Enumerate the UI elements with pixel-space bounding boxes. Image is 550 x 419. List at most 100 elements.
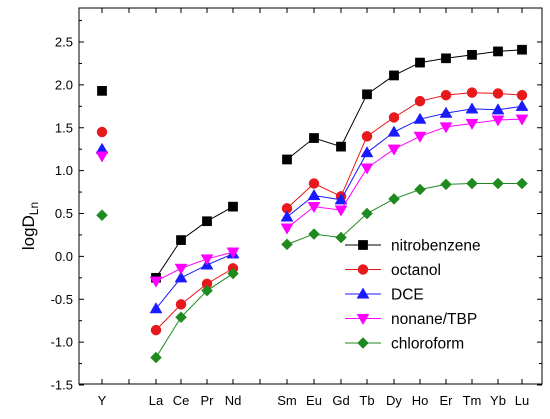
data-point	[440, 178, 452, 191]
data-point	[307, 202, 321, 214]
data-point	[517, 44, 527, 55]
legend-entry: octanol	[345, 262, 441, 279]
data-point	[360, 163, 374, 175]
series-line	[155, 273, 234, 358]
x-tick-label: Tb	[359, 393, 374, 408]
x-tick-label: Tm	[463, 393, 482, 408]
data-point	[282, 154, 292, 165]
data-point	[149, 276, 163, 288]
data-point	[96, 126, 108, 138]
x-tick-label: Sm	[277, 393, 297, 408]
legend-marker	[356, 313, 370, 325]
y-axis-label: logDLn	[19, 202, 41, 250]
data-point	[174, 263, 188, 275]
data-point	[516, 177, 528, 190]
axes: -1.5 -1.0 -0.5 0.0 0.5 1.0 1.5 2.0 2.5 Y La Ce Pr Nd S…	[51, 7, 543, 408]
y-tick-label: -1.5	[51, 378, 73, 393]
data-point	[227, 267, 239, 280]
data-point	[361, 207, 373, 220]
data-point	[388, 193, 400, 205]
x-tick-label: Gd	[332, 393, 349, 408]
data-point	[414, 95, 426, 107]
data-point	[465, 118, 479, 130]
legend-entry: chloroform	[345, 336, 464, 353]
data-point	[176, 235, 186, 245]
data-point	[95, 151, 109, 163]
series-octanol	[96, 87, 528, 336]
data-point	[175, 299, 187, 310]
data-point	[466, 87, 478, 98]
data-point	[149, 302, 163, 314]
x-tick-label: Nd	[225, 393, 242, 408]
data-point	[492, 88, 504, 99]
legend-marker	[356, 287, 370, 299]
data-point	[492, 177, 504, 190]
data-point	[516, 89, 528, 101]
data-point	[360, 146, 374, 158]
series-chloroform	[96, 177, 528, 364]
data-point	[439, 106, 453, 118]
series-line	[155, 267, 234, 331]
data-point	[309, 133, 319, 143]
data-point	[362, 89, 372, 100]
series-line	[155, 253, 234, 309]
data-point	[308, 178, 320, 189]
legend-entry: nonane/TBP	[345, 311, 477, 328]
series-line	[286, 105, 523, 218]
data-point	[334, 193, 348, 205]
data-point	[465, 102, 479, 114]
x-tick-label: Er	[440, 393, 454, 408]
data-point	[491, 103, 505, 115]
data-point	[466, 177, 478, 190]
y-tick-label: 2.0	[55, 77, 73, 92]
data-point	[96, 209, 108, 222]
data-point	[307, 188, 321, 201]
x-tick-label: Eu	[306, 393, 322, 408]
legend-entry: nitrobenzene	[345, 238, 481, 255]
series-line	[286, 49, 523, 160]
y-axis-label-main: logD	[19, 215, 38, 250]
data-point	[388, 112, 400, 123]
data-point	[226, 247, 240, 259]
x-tick-label: Lu	[515, 393, 529, 408]
legend-marker	[358, 240, 368, 250]
data-point	[280, 210, 294, 222]
y-axis-label-subscript: Ln	[27, 202, 41, 215]
data-point	[361, 131, 373, 142]
y-tick-label: 1.0	[55, 163, 73, 178]
data-point	[413, 112, 427, 124]
data-point	[515, 99, 529, 111]
data-point	[97, 86, 107, 96]
x-tick-label: Yb	[490, 393, 506, 408]
y-tick-label: 1.5	[55, 120, 73, 135]
y-tick-label: 2.5	[55, 35, 73, 50]
legend-label: octanol	[391, 262, 441, 279]
data-point	[150, 324, 162, 336]
x-tick-label: La	[149, 393, 164, 408]
data-point	[228, 201, 238, 212]
data-point	[441, 53, 451, 64]
data-point	[515, 114, 529, 126]
legend-marker	[357, 264, 369, 275]
x-tick-label: Ce	[173, 393, 190, 408]
legend: nitrobenzene octanol DCE nonane/TBP chlorofo…	[345, 238, 481, 353]
data-point	[334, 205, 348, 217]
y-tick-label: -1.0	[51, 335, 73, 350]
plot-area	[95, 44, 529, 364]
data-point	[202, 216, 212, 227]
data-point	[336, 141, 346, 152]
legend-label: DCE	[391, 287, 424, 304]
series-line	[286, 118, 523, 229]
x-tick-label: Pr	[201, 393, 215, 408]
series-nonane-tbp	[95, 114, 529, 288]
data-point	[174, 271, 188, 283]
data-point	[308, 228, 320, 240]
data-point	[200, 254, 214, 266]
data-point	[414, 183, 426, 196]
data-point	[280, 223, 294, 235]
legend-label: nitrobenzene	[391, 238, 481, 255]
legend-label: nonane/TBP	[391, 311, 477, 328]
plot-frame	[78, 7, 543, 385]
x-tick-label: Y	[98, 393, 107, 408]
